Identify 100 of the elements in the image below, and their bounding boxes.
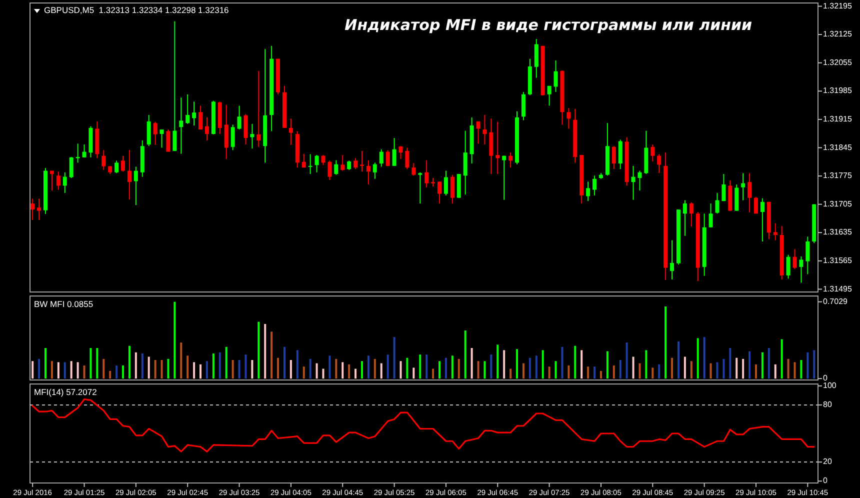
candlestick [786, 254, 790, 280]
bar [652, 368, 654, 379]
bar [458, 358, 460, 379]
candlestick [760, 198, 764, 242]
bar [44, 348, 46, 379]
bar [703, 337, 706, 379]
bar [432, 368, 434, 379]
bar [638, 363, 641, 379]
candlestick [566, 108, 571, 130]
candlestick [792, 248, 797, 270]
candlestick [708, 202, 713, 228]
bar [225, 346, 228, 379]
candlestick [521, 91, 526, 121]
candlestick [398, 146, 403, 160]
bar [354, 368, 357, 379]
candlestick [379, 148, 384, 168]
bar [426, 354, 428, 379]
bar [283, 346, 286, 379]
bar [238, 360, 240, 379]
bar [490, 354, 492, 379]
candlestick [102, 150, 106, 170]
candlestick [314, 154, 319, 173]
y-tick-label: 80 [823, 400, 832, 410]
candlestick [418, 172, 422, 204]
bar [70, 361, 72, 379]
candlestick [179, 97, 184, 154]
candlestick [482, 114, 487, 145]
candlestick [256, 70, 261, 148]
bar [606, 351, 608, 379]
candlestick [160, 129, 164, 148]
bar [787, 358, 790, 379]
bar [470, 348, 473, 379]
y-tick-label: 1.31985 [823, 86, 852, 96]
candlestick [172, 20, 177, 152]
chart-subtitle: GBPUSD,M5 1.32313 1.32334 1.32298 1.32316 [44, 5, 230, 15]
candlestick [773, 222, 778, 241]
bar [587, 366, 590, 379]
candlestick [670, 240, 674, 280]
bar [251, 360, 254, 379]
candlestick [496, 121, 500, 174]
bar [568, 365, 570, 379]
candlestick [554, 60, 558, 92]
candlestick [334, 160, 338, 176]
line-series [32, 398, 815, 452]
bar [270, 332, 273, 379]
candlestick [237, 105, 242, 130]
bar [90, 348, 92, 379]
candlestick [153, 121, 158, 146]
y-tick-label: 1.31495 [823, 284, 852, 294]
bar [619, 360, 622, 379]
candlestick [134, 166, 138, 206]
y-tick-label: 20 [823, 457, 832, 466]
candlestick [360, 150, 364, 172]
bar [542, 350, 544, 379]
candlestick [114, 160, 119, 174]
bar [50, 361, 53, 379]
candlestick [618, 139, 622, 170]
candlestick [741, 172, 746, 201]
candlestick [754, 196, 758, 214]
bar [774, 364, 776, 379]
bar [200, 364, 202, 379]
candlestick [186, 94, 190, 124]
bar [412, 368, 415, 379]
bar [212, 353, 214, 379]
candlestick [657, 154, 662, 174]
bar [167, 358, 170, 379]
bar [141, 353, 144, 379]
candlestick [198, 105, 203, 130]
bar [342, 362, 344, 379]
candlestick [412, 162, 416, 176]
y-tick-label: 1.32195 [823, 1, 852, 10]
candlestick [508, 152, 513, 168]
bar [348, 364, 350, 379]
bar [400, 361, 402, 379]
bar [742, 358, 744, 379]
candlestick [321, 154, 326, 166]
y-tick-label: 100 [823, 381, 837, 390]
candlestick [534, 38, 538, 78]
candlestick [456, 173, 461, 198]
y-tick-label: 0 [823, 374, 828, 383]
candlestick [592, 175, 597, 196]
y-tick-label: 1.31565 [823, 256, 852, 265]
candlestick [650, 144, 655, 162]
bar [684, 356, 686, 379]
bar [302, 366, 305, 379]
candlestick [489, 118, 494, 174]
bar [444, 358, 447, 379]
bar [626, 342, 628, 379]
y-tick-label: 0.7029 [823, 296, 848, 306]
candlestick [463, 130, 468, 196]
candlestick [56, 171, 60, 190]
y-tick-label: 1.31635 [823, 228, 852, 237]
bar [122, 365, 124, 379]
bar [438, 361, 440, 379]
candlestick [354, 158, 358, 170]
candlestick [734, 184, 739, 212]
bar [244, 354, 247, 379]
bar [134, 352, 137, 379]
chart-title: BW MFI 0.0855 [34, 299, 94, 309]
candlestick [450, 174, 454, 204]
